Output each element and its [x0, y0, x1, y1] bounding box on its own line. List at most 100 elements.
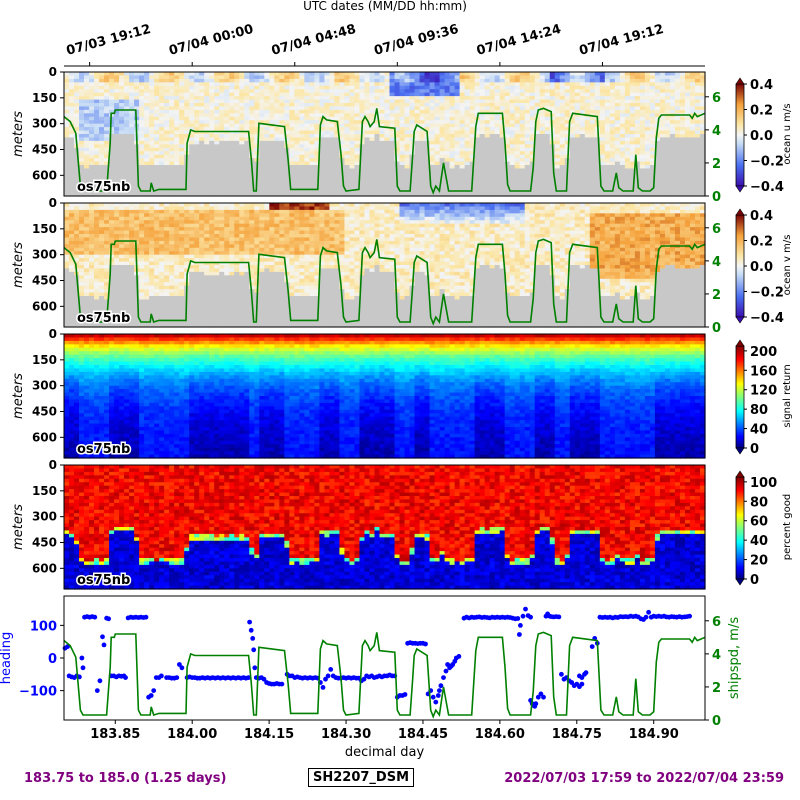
heatmap-cell — [510, 103, 516, 107]
heatmap-cell — [99, 82, 105, 86]
heatmap-cell — [99, 206, 105, 210]
heatmap-cell — [420, 155, 426, 159]
heatmap-cell — [515, 151, 521, 155]
heatmap-cell — [675, 103, 681, 107]
heatmap-cell — [465, 144, 471, 148]
heatmap-cell — [520, 79, 526, 83]
heatmap-cell — [580, 158, 586, 162]
heatmap-cell — [395, 86, 401, 90]
heatmap-cell — [625, 172, 631, 176]
heatmap-cell — [99, 234, 105, 238]
heatmap-cell — [94, 231, 100, 235]
heatmap-cell — [675, 82, 681, 86]
heatmap-cell — [99, 144, 105, 148]
heatmap-cell — [204, 141, 210, 145]
heatmap-cell — [580, 189, 586, 193]
heatmap-cell — [635, 127, 641, 131]
heatmap-cell — [440, 75, 446, 79]
heatmap-cell — [104, 120, 110, 124]
heatmap-cell — [299, 120, 305, 124]
heatmap-cell — [169, 151, 175, 155]
heatmap-cell — [645, 134, 651, 138]
heatmap-cell — [144, 120, 150, 124]
heatmap-cell — [555, 103, 561, 107]
heatmap-cell — [460, 182, 466, 186]
heatmap-cell — [184, 106, 190, 110]
heatmap-cell — [334, 148, 340, 152]
heatmap-cell — [620, 162, 626, 166]
heatmap-cell — [625, 155, 631, 159]
heatmap-cell — [670, 179, 676, 183]
heatmap-cell — [515, 175, 521, 179]
heatmap-cell — [640, 89, 646, 93]
heatmap-cell — [585, 89, 591, 93]
heatmap-cell — [69, 231, 75, 235]
heatmap-cell — [314, 117, 320, 121]
heatmap-cell — [299, 148, 305, 152]
heatmap-cell — [169, 103, 175, 107]
heatmap-cell — [525, 168, 531, 172]
heatmap-cell — [510, 106, 516, 110]
heatmap-cell — [194, 158, 200, 162]
heatmap-cell — [344, 155, 350, 159]
heatmap-cell — [159, 175, 165, 179]
heatmap-cell — [545, 72, 551, 76]
heatmap-cell — [164, 124, 170, 128]
heatmap-cell — [560, 134, 566, 138]
heatmap-cell — [159, 151, 165, 155]
heatmap-cell — [675, 96, 681, 100]
heatmap-cell — [655, 179, 661, 183]
heatmap-cell — [390, 179, 396, 183]
heatmap-cell — [64, 141, 70, 145]
heatmap-cell — [525, 89, 531, 93]
heatmap-cell — [184, 110, 190, 114]
heatmap-cell — [84, 141, 90, 145]
heatmap-cell — [189, 93, 195, 97]
heatmap-cell — [490, 165, 496, 169]
heatmap-cell — [89, 293, 95, 297]
heatmap-cell — [480, 182, 486, 186]
heatmap-cell — [655, 75, 661, 79]
heatmap-cell — [324, 175, 330, 179]
heatmap-cell — [64, 182, 70, 186]
heatmap-cell — [349, 86, 355, 90]
heatmap-cell — [445, 75, 451, 79]
heatmap-cell — [169, 131, 175, 135]
heatmap-cell — [455, 86, 461, 90]
heatmap-cell — [374, 144, 380, 148]
heatmap-cell — [304, 137, 310, 141]
heatmap-cell — [89, 175, 95, 179]
heatmap-cell — [690, 82, 696, 86]
heatmap-cell — [585, 189, 591, 193]
heatmap-cell — [94, 172, 100, 176]
heatmap-cell — [189, 186, 195, 190]
heatmap-cell — [510, 141, 516, 145]
heatmap-cell — [525, 148, 531, 152]
heatmap-cell — [540, 103, 546, 107]
heatmap-cell — [264, 100, 270, 104]
heatmap-cell — [369, 93, 375, 97]
heatmap-cell — [274, 158, 280, 162]
heatmap-cell — [620, 131, 626, 135]
heatmap-cell — [575, 93, 581, 97]
heatmap-cell — [294, 75, 300, 79]
heatmap-cell — [650, 96, 656, 100]
heatmap-cell — [665, 86, 671, 90]
heatmap-cell — [565, 100, 571, 104]
heatmap-cell — [520, 117, 526, 121]
heatmap-cell — [194, 162, 200, 166]
heatmap-cell — [540, 148, 546, 152]
heatmap-cell — [435, 151, 441, 155]
heatmap-cell — [274, 96, 280, 100]
heatmap-cell — [695, 141, 701, 145]
heatmap-cell — [540, 79, 546, 83]
heatmap-cell — [189, 103, 195, 107]
heatmap-cell — [199, 162, 205, 166]
heatmap-cell — [119, 141, 125, 145]
heatmap-cell — [84, 286, 90, 290]
heatmap-cell — [655, 86, 661, 90]
heatmap-cell — [420, 103, 426, 107]
heatmap-cell — [304, 82, 310, 86]
heatmap-cell — [505, 165, 511, 169]
heatmap-cell — [284, 100, 290, 104]
